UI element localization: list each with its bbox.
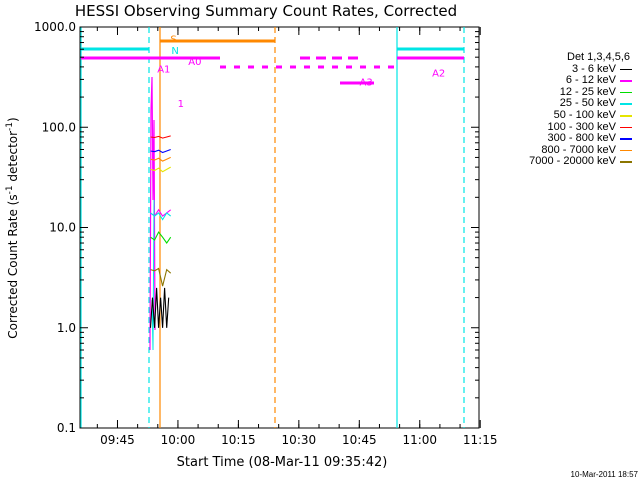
legend-label: 300 - 800 keV	[547, 132, 617, 145]
axis-ticks: 0.1 1.0 10.0 100.0 1000.0 09:45 10:00 10:15 10:3…	[34, 20, 498, 447]
flare-spike	[149, 76, 156, 351]
legend-label: 25 - 50 keV	[559, 97, 616, 110]
legend-entry: 6 - 12 keV	[482, 75, 632, 87]
legend-swatch	[620, 91, 632, 94]
plot-frame	[79, 26, 480, 429]
legend-label: 7000 - 20000 keV	[529, 155, 616, 168]
legend-swatch	[620, 126, 632, 129]
marker-label: A3	[360, 78, 373, 89]
series-line-5	[150, 166, 171, 173]
legend-swatch	[620, 115, 632, 117]
marker-label: A1	[157, 65, 170, 76]
y-tick-label: 100.0	[42, 120, 76, 134]
legend-entry: 3 - 6 keV	[482, 62, 632, 76]
legend-swatch	[620, 80, 632, 82]
series-line-3	[150, 231, 172, 244]
legend: Det 1,3,4,5,6 3 - 6 keV 6 - 12 keV 12 - 25…	[482, 51, 632, 168]
y-tick-label: 1.0	[57, 321, 76, 335]
legend-entry: 100 - 300 keV	[482, 120, 632, 134]
y-tick-label: 10.0	[49, 221, 76, 235]
legend-label: 6 - 12 keV	[565, 74, 616, 87]
y-axis-label: Corrected Count Rate (s-1 detector-1)	[5, 117, 20, 338]
series-line-6	[150, 135, 171, 139]
x-tick-label: 11:00	[402, 433, 437, 447]
flare-spike	[151, 199, 155, 351]
legend-label: 100 - 300 keV	[547, 120, 617, 133]
legend-label: 3 - 6 keV	[571, 62, 616, 75]
series-line-7	[150, 148, 171, 154]
marker-label: N	[171, 46, 178, 57]
legend-swatch	[620, 149, 632, 152]
legend-swatch	[620, 161, 632, 163]
marker-label: S	[170, 35, 176, 46]
series-line-4	[150, 212, 172, 221]
y-tick-label: 0.1	[57, 421, 76, 435]
marker-label: A0	[188, 57, 201, 68]
legend-label: 800 - 7000 keV	[541, 143, 616, 156]
x-axis-label: Start Time (08-Mar-11 09:35:42)	[177, 455, 388, 470]
chart-title: HESSI Observing Summary Count Rates, Cor…	[75, 2, 457, 20]
series-line-1	[149, 287, 170, 328]
x-tick-label: 10:45	[342, 433, 377, 447]
x-tick-label: 10:00	[161, 433, 196, 447]
legend-label: 12 - 25 keV	[559, 85, 616, 98]
legend-entry: 7000 - 20000 keV	[482, 156, 632, 168]
plot-border	[79, 26, 480, 429]
legend-entry: 25 - 50 keV	[482, 98, 632, 110]
footer-timestamp: 10-Mar-2011 18:57	[570, 470, 638, 479]
legend-swatch	[620, 103, 632, 105]
legend-swatch	[620, 138, 632, 140]
x-tick-label: 10:15	[221, 433, 256, 447]
series-line-9	[150, 267, 172, 287]
legend-entry: 12 - 25 keV	[482, 85, 632, 99]
series-line-8	[150, 156, 171, 162]
legend-swatch	[620, 68, 632, 71]
legend-label: 50 - 100 keV	[553, 108, 616, 121]
x-tick-label: 11:15	[463, 433, 498, 447]
marker-label: A2	[432, 69, 445, 80]
x-tick-label: 09:45	[100, 433, 135, 447]
legend-entry: 50 - 100 keV	[482, 108, 632, 122]
legend-title: Det 1,3,4,5,6	[567, 51, 630, 63]
legend-entry: 300 - 800 keV	[482, 133, 632, 145]
marker-label: 1	[178, 99, 184, 110]
x-tick-label: 10:30	[282, 433, 317, 447]
legend-entry: 800 - 7000 keV	[482, 143, 632, 157]
y-tick-label: 1000.0	[34, 20, 76, 34]
